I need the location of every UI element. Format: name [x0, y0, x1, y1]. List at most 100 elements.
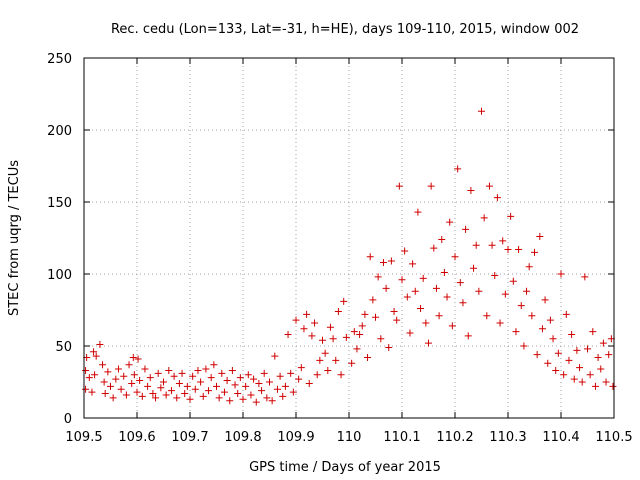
data-point: [369, 296, 377, 304]
data-point: [136, 377, 144, 385]
data-point: [279, 392, 287, 400]
data-point: [358, 322, 366, 330]
data-point: [273, 385, 281, 393]
x-tick-label: 109.5: [65, 430, 102, 445]
data-point: [152, 394, 160, 402]
data-point: [228, 366, 236, 374]
data-point: [284, 330, 292, 338]
data-point: [276, 372, 284, 380]
data-point: [305, 379, 313, 387]
data-point: [308, 332, 316, 340]
data-point: [422, 319, 430, 327]
data-point: [411, 287, 419, 295]
data-point: [130, 371, 138, 379]
data-point: [125, 361, 133, 369]
data-point: [562, 310, 570, 318]
data-point: [472, 241, 480, 249]
data-point: [576, 364, 584, 372]
data-point: [316, 356, 324, 364]
y-tick-label: 250: [47, 52, 72, 67]
data-point: [167, 387, 175, 395]
data-point: [467, 186, 475, 194]
data-point: [319, 336, 326, 344]
data-point: [557, 270, 565, 278]
data-point: [220, 388, 228, 396]
data-point: [520, 342, 528, 350]
data-point: [107, 382, 114, 390]
data-point: [456, 279, 464, 287]
data-point: [100, 378, 108, 386]
data-point: [133, 388, 141, 396]
data-point: [493, 194, 501, 202]
data-point: [210, 361, 218, 369]
data-point: [538, 325, 546, 333]
data-point: [90, 348, 98, 356]
data-point: [178, 369, 186, 377]
data-point: [337, 371, 345, 379]
data-point: [374, 273, 382, 281]
data-point: [403, 293, 411, 301]
data-point: [372, 313, 379, 321]
data-point: [459, 299, 467, 307]
data-point: [586, 371, 594, 379]
data-point: [157, 384, 165, 392]
x-axis-label: GPS time / Days of year 2015: [249, 460, 441, 475]
data-point: [591, 382, 599, 390]
data-point: [82, 366, 90, 374]
data-point: [255, 379, 263, 387]
data-point: [475, 287, 483, 295]
chart-title: Rec. cedu (Lon=133, Lat=-31, h=HE), days…: [111, 22, 579, 37]
data-point: [599, 339, 607, 347]
data-point: [218, 369, 226, 377]
data-point: [146, 374, 154, 382]
data-point: [215, 394, 223, 402]
grid-lines: [84, 58, 614, 418]
data-point: [173, 394, 181, 402]
data-point: [281, 382, 289, 390]
data-point: [287, 369, 295, 377]
data-point: [129, 354, 137, 362]
data-point: [162, 391, 170, 399]
data-point: [300, 325, 308, 333]
data-point: [295, 375, 303, 383]
data-point: [96, 341, 104, 349]
data-point: [109, 394, 117, 402]
data-point: [239, 395, 247, 403]
data-point: [82, 385, 90, 393]
data-point: [231, 381, 239, 389]
data-point: [144, 382, 152, 390]
data-point: [491, 271, 499, 279]
data-point: [409, 260, 417, 268]
data-point: [432, 284, 440, 292]
data-point: [342, 333, 350, 341]
data-point: [303, 310, 311, 318]
data-point: [398, 276, 406, 284]
data-point: [533, 351, 541, 359]
y-tick-label: 100: [47, 268, 72, 283]
data-point: [175, 379, 183, 387]
data-point: [552, 366, 560, 374]
data-point: [160, 378, 167, 386]
data-point: [507, 212, 515, 220]
x-tick-label: 110.4: [542, 430, 579, 445]
data-point: [478, 107, 485, 115]
data-point: [435, 312, 443, 320]
data-point: [440, 269, 448, 277]
data-point: [332, 356, 340, 364]
data-point: [406, 329, 414, 337]
data-point: [427, 182, 435, 190]
data-point: [549, 335, 557, 343]
data-point: [480, 214, 488, 222]
data-point: [244, 371, 252, 379]
data-point: [122, 391, 130, 399]
data-point: [560, 371, 568, 379]
data-point: [252, 398, 260, 406]
data-point: [334, 307, 342, 315]
data-point: [438, 235, 446, 243]
data-point: [488, 241, 496, 249]
data-point: [340, 297, 348, 305]
data-point: [464, 332, 472, 340]
data-point: [242, 382, 250, 390]
data-point: [356, 330, 364, 338]
